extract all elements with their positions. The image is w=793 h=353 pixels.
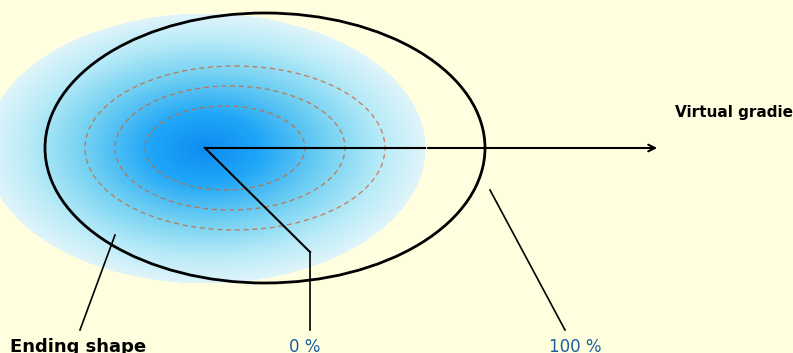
Bar <box>8 8 518 288</box>
Text: Ending shape: Ending shape <box>10 338 146 353</box>
Text: 0 %: 0 % <box>289 338 320 353</box>
Text: Virtual gradient ray: Virtual gradient ray <box>675 105 793 120</box>
Text: 100 %: 100 % <box>549 338 601 353</box>
